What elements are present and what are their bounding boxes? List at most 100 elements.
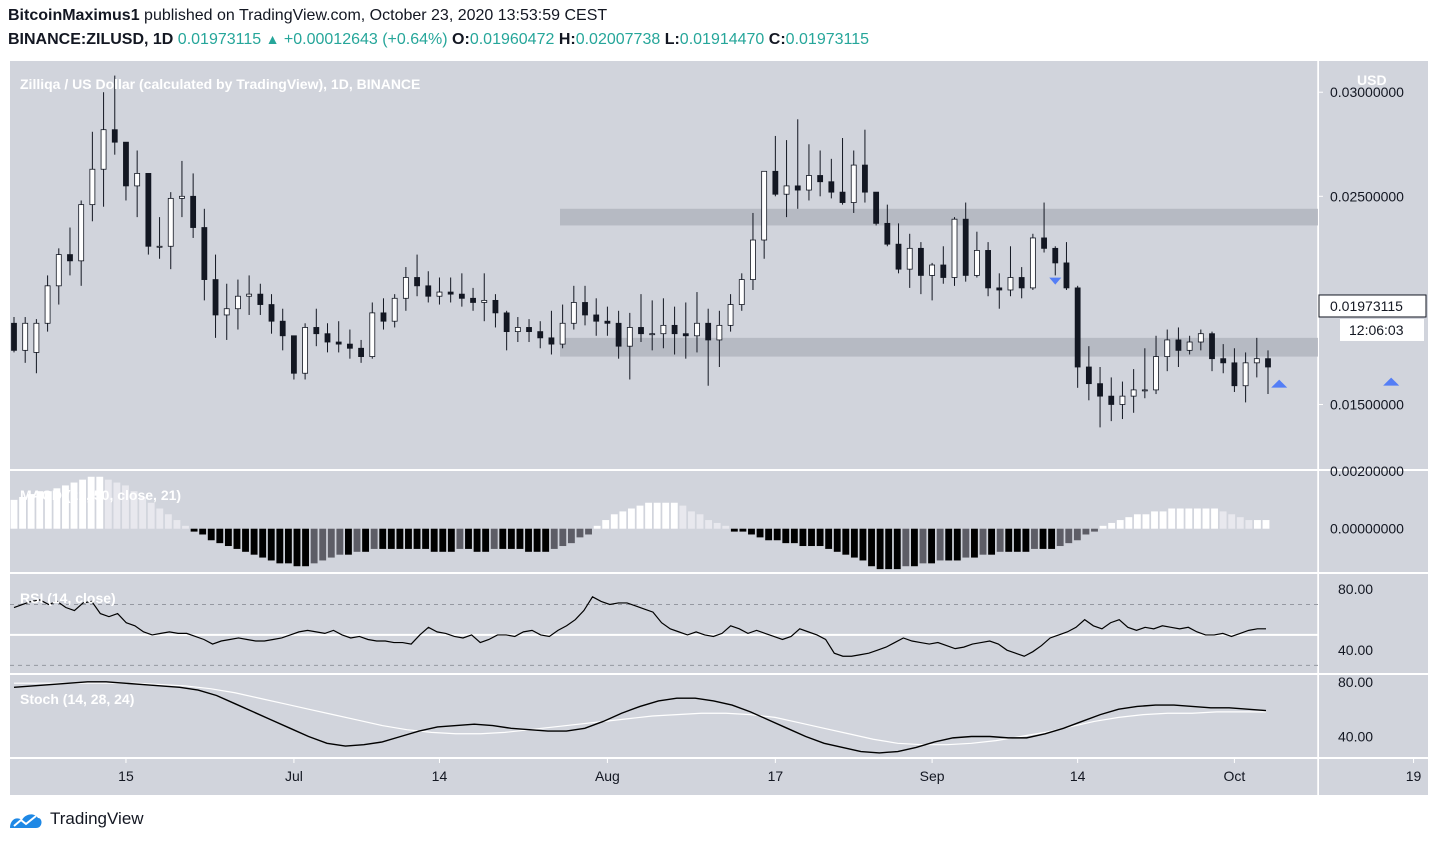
published-info: published on TradingView.com, October 23… (144, 7, 608, 24)
macd-histogram-bar (893, 528, 901, 570)
macd-histogram-bar (971, 528, 978, 558)
candle-body (67, 254, 73, 262)
macd-legend: MACD (21, 50, close, 21) (20, 487, 181, 503)
macd-histogram-bar (293, 528, 301, 567)
candle-body (918, 247, 924, 276)
candle-body (100, 129, 107, 170)
candle-body (335, 341, 342, 345)
macd-histogram-bar (653, 502, 661, 529)
macd-histogram-bar (842, 528, 850, 555)
macd-histogram-bar (362, 528, 370, 552)
candle-body (447, 291, 454, 295)
macd-histogram-bar (1048, 528, 1056, 549)
close-value: 0.01973115 (785, 31, 870, 48)
macd-histogram-bar (996, 528, 1004, 552)
macd-histogram-bar (1082, 528, 1090, 535)
macd-histogram-bar (1236, 517, 1244, 529)
chart-header-line-1: BitcoinMaximus1 published on TradingView… (8, 7, 607, 25)
high-value: 0.02007738 (575, 31, 661, 48)
macd-histogram-bar (910, 528, 918, 567)
currency-label: USD (1357, 72, 1387, 88)
stoch-y-tick-label: 80.00 (1338, 674, 1373, 690)
candle-body (604, 320, 611, 324)
candle-body (570, 302, 577, 324)
low-label: L: (664, 31, 680, 48)
x-tick-label: 14 (1070, 768, 1086, 784)
macd-histogram-bar (10, 499, 18, 529)
candle-body (1153, 356, 1159, 391)
candle-body (772, 170, 779, 195)
candle-body (694, 322, 700, 337)
candle-body (951, 218, 958, 278)
macd-histogram-bar (988, 528, 996, 555)
macd-histogram-bar (370, 528, 378, 549)
candle-body (638, 327, 644, 335)
candle-body (145, 173, 152, 247)
candle-body (526, 327, 532, 333)
candle-body (470, 297, 476, 303)
candle-body (559, 322, 566, 345)
macd-histogram-bar (868, 528, 875, 567)
candle-body (369, 312, 376, 357)
macd-histogram-bar (1211, 508, 1218, 529)
macd-histogram-bar (1185, 508, 1193, 529)
macd-histogram-bar (919, 528, 927, 564)
candle-body (223, 308, 230, 316)
candle-body (1141, 389, 1148, 392)
macd-histogram-bar (773, 528, 781, 541)
countdown-tag (1340, 318, 1424, 341)
candle-body (649, 333, 656, 336)
macd-histogram-bar (79, 479, 87, 529)
candle-body (1130, 389, 1137, 397)
candle-body (514, 327, 521, 333)
open-value: 0.01960472 (469, 31, 555, 48)
high-label: H: (558, 31, 576, 48)
macd-histogram-bar (156, 508, 164, 529)
macd-histogram-bar (525, 528, 532, 552)
macd-histogram-bar (379, 528, 387, 549)
macd-histogram-bar (688, 511, 695, 529)
stoch-legend: Stoch (14, 28, 24) (20, 691, 134, 707)
countdown-label: 12:06:03 (1349, 322, 1404, 338)
macd-histogram-bar (1022, 528, 1030, 552)
macd-histogram-bar (147, 502, 155, 529)
macd-histogram-bar (739, 528, 747, 532)
macd-histogram-bar (1168, 508, 1176, 529)
macd-histogram-bar (224, 528, 232, 547)
open-label: O: (452, 31, 470, 48)
macd-histogram-bar (336, 528, 344, 555)
y-tick-label: 0.02500000 (1330, 188, 1404, 204)
macd-histogram-bar (405, 528, 412, 549)
candle-body (548, 337, 555, 345)
macd-histogram-bar (413, 528, 421, 549)
macd-histogram-bar (542, 528, 550, 552)
low-value: 0.01914470 (679, 31, 765, 48)
macd-histogram-bar (1219, 511, 1227, 529)
candle-body (761, 170, 768, 241)
tradingview-logo-icon[interactable] (8, 808, 44, 830)
macd-histogram-bar (1108, 522, 1116, 529)
up-arrow-marker (1271, 379, 1288, 388)
author-name[interactable]: BitcoinMaximus1 (8, 7, 140, 24)
macd-histogram-bar (602, 520, 610, 529)
candle-body (302, 327, 309, 374)
macd-histogram-bar (473, 528, 481, 552)
macd-histogram-bar (516, 528, 524, 549)
candle-body (537, 331, 544, 339)
candle-body (705, 322, 712, 341)
brand-name[interactable]: TradingView (50, 809, 144, 828)
candle-body (1220, 358, 1227, 364)
candle-body (246, 293, 253, 297)
candle-body (582, 302, 588, 316)
macd-histogram-bar (122, 485, 129, 529)
macd-histogram-bar (953, 528, 961, 561)
macd-histogram-bar (353, 528, 361, 552)
candle-body (414, 277, 420, 287)
candle-body (279, 320, 286, 337)
resistance-zone (560, 208, 1318, 226)
macd-histogram-bar (850, 528, 858, 558)
chart-canvas[interactable]: Zilliqa / US Dollar (calculated by Tradi… (0, 0, 1437, 800)
macd-histogram-bar (1133, 514, 1141, 529)
macd-histogram-bar (833, 528, 841, 552)
last-price-tag (1318, 294, 1427, 318)
